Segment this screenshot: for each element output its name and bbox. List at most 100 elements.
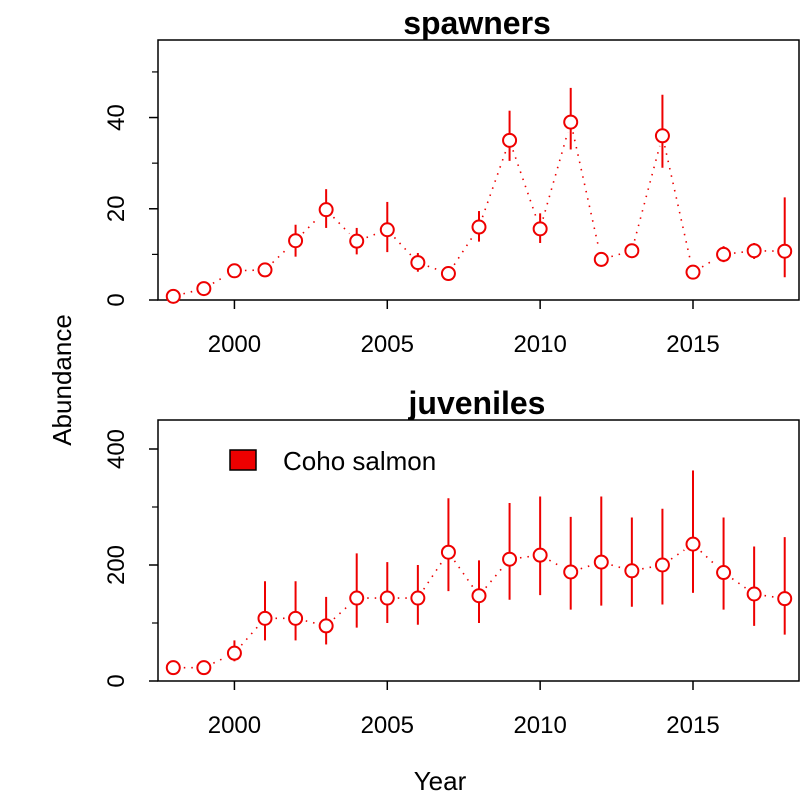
series-line-segment (663, 145, 692, 263)
series-line-segment (701, 258, 715, 268)
data-point (288, 233, 304, 249)
series-line-segment (485, 566, 504, 589)
series-line-segment (733, 251, 744, 254)
series-line-segment (611, 564, 622, 569)
data-point (318, 618, 334, 634)
y-tick-label: 0 (103, 293, 130, 306)
data-point (349, 233, 365, 249)
data-point (379, 590, 395, 606)
data-point (226, 263, 242, 279)
y-tick-label: 400 (103, 429, 130, 469)
series-line-segment (366, 232, 378, 239)
y-tick-label: 40 (103, 104, 130, 131)
series-line-segment (519, 555, 530, 559)
data-point (440, 544, 456, 560)
data-point (257, 262, 273, 278)
data-point (226, 645, 242, 661)
data-point (410, 590, 426, 606)
plot-frame (157, 419, 800, 682)
series-line-segment (427, 265, 439, 271)
data-point (593, 554, 609, 570)
series-line-segment (393, 236, 412, 256)
data-point (532, 221, 548, 237)
series-line-segment (481, 149, 507, 218)
x-tick-label: 2010 (513, 331, 566, 358)
series-line-segment (580, 564, 592, 570)
x-tick-label: 2005 (361, 331, 414, 358)
data-point (165, 288, 181, 304)
series-line-segment (183, 290, 194, 295)
series-line-segment (542, 131, 569, 219)
series-line-segment (731, 577, 747, 589)
x-tick-label: 2015 (666, 331, 719, 358)
series-line-segment (512, 150, 538, 220)
x-tick-label: 2015 (666, 712, 719, 739)
data-point (440, 266, 456, 282)
series-line-segment (333, 604, 350, 620)
data-point (777, 591, 793, 607)
data-point (196, 660, 212, 676)
series-line-segment (548, 559, 562, 568)
data-point (593, 251, 609, 267)
data-point (563, 114, 579, 130)
data-point (685, 536, 701, 552)
data-point (410, 255, 426, 271)
series-line-segment (670, 549, 685, 560)
x-tick-label: 2000 (208, 331, 261, 358)
series-line-segment (213, 656, 226, 664)
data-point (746, 243, 762, 259)
plot-frame (157, 39, 800, 301)
data-point (379, 222, 395, 238)
data-point (746, 586, 762, 602)
data-point (502, 551, 518, 567)
x-tick-label: 2005 (361, 712, 414, 739)
data-point (716, 246, 732, 262)
y-tick-label: 200 (103, 545, 130, 585)
y-tick-label: 20 (103, 195, 130, 222)
data-point (654, 557, 670, 573)
series-line-segment (572, 132, 600, 250)
data-point (471, 219, 487, 235)
series-line-segment (611, 252, 622, 258)
panel-title: spawners (403, 5, 551, 41)
x-axis-label: Year (414, 766, 467, 796)
series-line-segment (272, 247, 289, 264)
data-point (318, 202, 334, 218)
data-point (471, 588, 487, 604)
series-line-segment (633, 145, 661, 241)
series-line-segment (642, 566, 653, 570)
legend-label: Coho salmon (283, 446, 436, 476)
series-line-segment (240, 625, 259, 646)
x-tick-label: 2010 (513, 712, 566, 739)
data-point (624, 563, 640, 579)
data-point (685, 264, 701, 280)
data-point (165, 660, 181, 676)
y-tick-label: 0 (103, 674, 130, 687)
x-tick-label: 2000 (208, 712, 261, 739)
data-point (502, 132, 518, 148)
series-line-segment (302, 216, 320, 234)
data-point (288, 610, 304, 626)
panel-juveniles: juveniles 2000 2005 2010 2015 0 200 400 Coho sal… (103, 385, 800, 739)
series-line-segment (332, 216, 350, 235)
series-line-segment (453, 235, 474, 266)
legend-swatch (229, 449, 257, 471)
series-line-segment (212, 275, 226, 285)
data-point (624, 243, 640, 259)
data-point (196, 281, 212, 297)
data-point (654, 128, 670, 144)
series-line-segment (305, 620, 317, 625)
series-line-segment (423, 560, 444, 590)
panel-title: juveniles (408, 385, 546, 421)
series-line-segment (453, 560, 474, 588)
data-point (349, 590, 365, 606)
data-point (777, 243, 793, 259)
data-point (563, 564, 579, 580)
panel-spawners: spawners 2000 2005 2010 2015 0 20 40 (103, 5, 800, 358)
series-line-segment (764, 594, 775, 598)
data-point (532, 547, 548, 563)
data-point (716, 565, 732, 581)
series-line-segment (700, 550, 717, 566)
